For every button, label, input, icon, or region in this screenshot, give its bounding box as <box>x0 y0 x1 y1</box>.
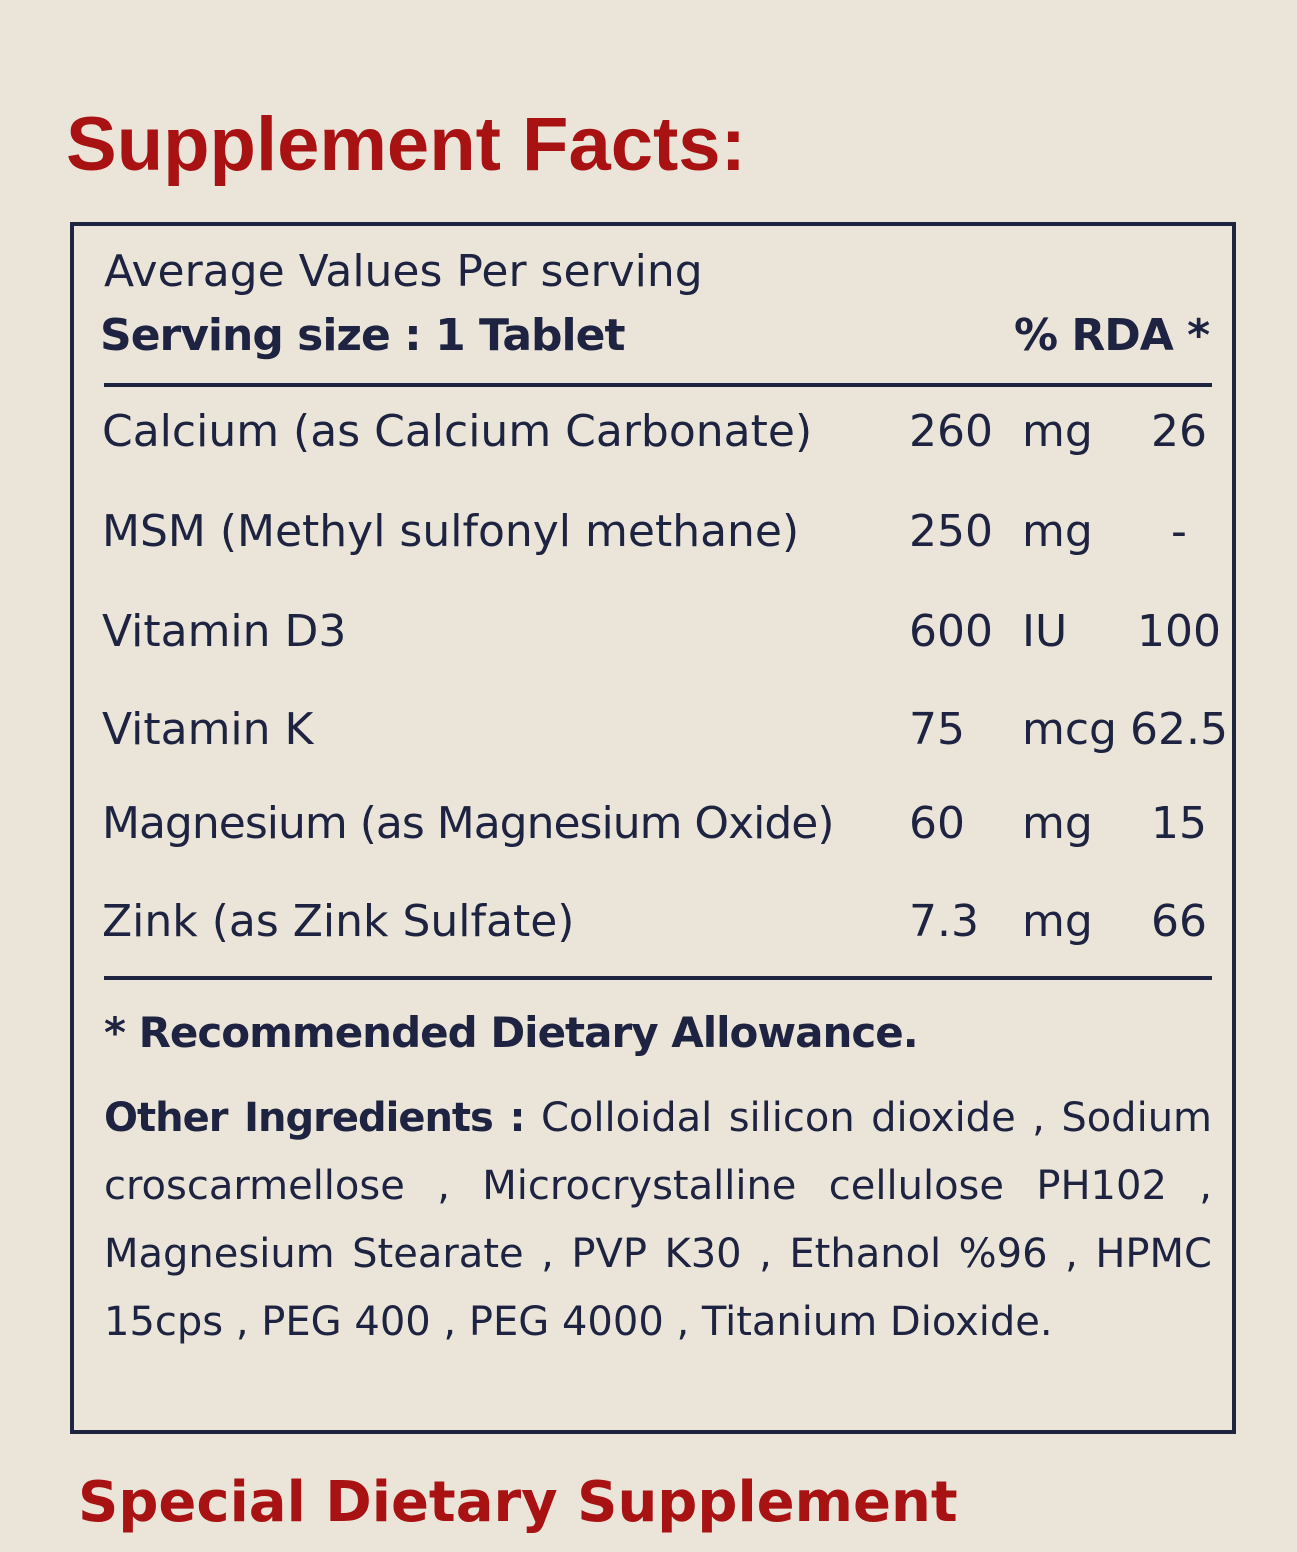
nutrient-unit: mg <box>1022 506 1093 557</box>
page-title: Supplement Facts: <box>66 102 746 187</box>
nutrient-name: Zink (as Zink Sulfate) <box>102 896 575 947</box>
divider <box>104 383 1212 387</box>
subtitle: Special Dietary Supplement <box>78 1470 958 1535</box>
nutrient-unit: mg <box>1022 406 1093 457</box>
nutrient-amount: 60 <box>909 798 965 849</box>
nutrient-rda: 15 <box>1151 798 1207 849</box>
table-row: Vitamin K 75 mcg 62.5 <box>74 704 1232 764</box>
other-ingredients: Other Ingredients : Colloidal silicon di… <box>104 1084 1212 1356</box>
nutrient-name: MSM (Methyl sulfonyl methane) <box>102 506 800 557</box>
nutrient-unit: IU <box>1022 606 1068 657</box>
rda-header: % RDA * <box>1014 310 1210 361</box>
nutrient-amount: 250 <box>909 506 993 557</box>
nutrient-rda: - <box>1171 506 1187 557</box>
table-row: Zink (as Zink Sulfate) 7.3 mg 66 <box>74 896 1232 956</box>
other-ingredients-label: Other Ingredients : <box>104 1095 526 1141</box>
table-row: Magnesium (as Magnesium Oxide) 60 mg 15 <box>74 798 1232 858</box>
nutrient-rda: 62.5 <box>1130 704 1228 755</box>
supplement-facts-table: Average Values Per serving Serving size … <box>70 222 1236 1434</box>
nutrient-name: Magnesium (as Magnesium Oxide) <box>102 798 834 849</box>
nutrient-name: Calcium (as Calcium Carbonate) <box>102 406 813 457</box>
table-header: Average Values Per serving <box>104 246 703 297</box>
table-row: MSM (Methyl sulfonyl methane) 250 mg - <box>74 506 1232 566</box>
nutrient-unit: mg <box>1022 798 1093 849</box>
rda-footnote: * Recommended Dietary Allowance. <box>104 1008 919 1057</box>
table-row: Calcium (as Calcium Carbonate) 260 mg 26 <box>74 406 1232 466</box>
table-row: Vitamin D3 600 IU 100 <box>74 606 1232 666</box>
nutrient-amount: 260 <box>909 406 993 457</box>
nutrient-amount: 75 <box>909 704 965 755</box>
nutrient-amount: 7.3 <box>909 896 979 947</box>
nutrient-name: Vitamin K <box>102 704 314 755</box>
serving-size: Serving size : 1 Tablet <box>100 310 626 361</box>
nutrient-unit: mg <box>1022 896 1093 947</box>
other-ingredients-text: Colloidal silicon dioxide , Sodium crosc… <box>104 1095 1213 1345</box>
nutrient-name: Vitamin D3 <box>102 606 347 657</box>
nutrient-rda: 66 <box>1151 896 1207 947</box>
divider <box>104 976 1212 980</box>
nutrient-amount: 600 <box>909 606 993 657</box>
nutrient-unit: mcg <box>1022 704 1117 755</box>
nutrient-rda: 100 <box>1137 606 1221 657</box>
nutrient-rda: 26 <box>1151 406 1207 457</box>
